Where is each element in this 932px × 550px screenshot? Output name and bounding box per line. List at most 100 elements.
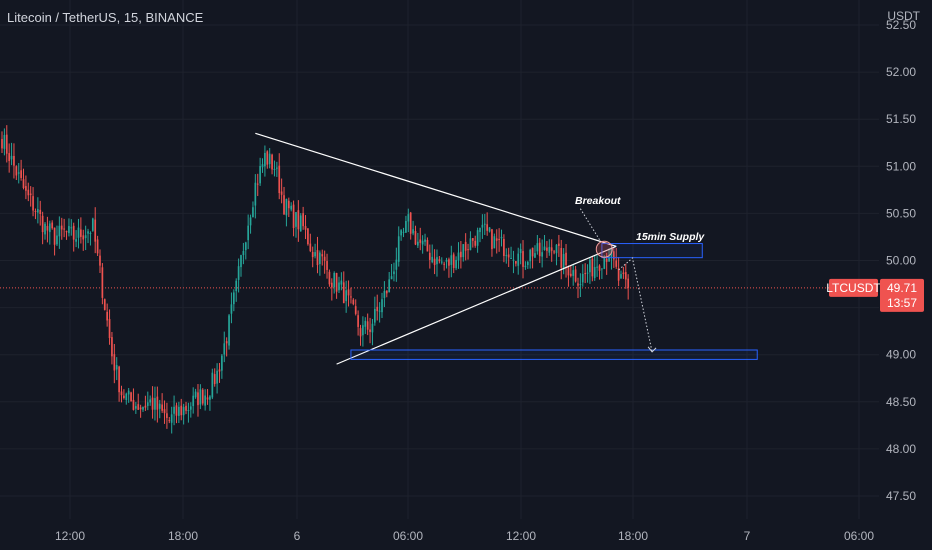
- candle: [330, 278, 333, 301]
- candle: [543, 235, 546, 251]
- candle-body: [103, 299, 106, 310]
- candle: [256, 173, 259, 197]
- candle-body: [421, 240, 424, 245]
- candle-body: [48, 223, 51, 233]
- candle: [558, 234, 560, 257]
- candle: [615, 248, 618, 269]
- candle: [70, 219, 73, 236]
- price-tick-label: 51.00: [886, 159, 916, 173]
- candle: [553, 249, 555, 255]
- candle-body: [364, 320, 367, 327]
- candle-body: [161, 404, 163, 411]
- candle-body: [450, 255, 453, 265]
- candle-body: [46, 225, 49, 231]
- candle: [295, 211, 297, 238]
- candle-body: [562, 254, 565, 270]
- candle-body: [189, 406, 192, 410]
- candle-body: [127, 390, 130, 395]
- candle-body: [462, 244, 465, 258]
- candle: [524, 261, 527, 270]
- candle: [517, 247, 520, 275]
- candle: [362, 316, 364, 347]
- candle-body: [498, 238, 500, 240]
- candle: [292, 200, 295, 237]
- last-price-value: 49.71: [887, 281, 917, 295]
- candle-body: [211, 372, 214, 398]
- candle-body: [455, 259, 457, 269]
- candle: [522, 240, 524, 279]
- candle: [409, 211, 412, 240]
- candle-body: [113, 354, 116, 371]
- candle-body: [120, 391, 123, 396]
- candle: [113, 343, 116, 384]
- candle-body: [620, 274, 622, 279]
- candle: [223, 331, 226, 363]
- candle: [469, 231, 472, 251]
- candle-body: [173, 406, 175, 414]
- candle: [185, 401, 187, 415]
- price-tick-label: 48.50: [886, 395, 916, 409]
- candle: [204, 389, 206, 411]
- candle: [34, 208, 37, 220]
- supply-label: 15min Supply: [636, 231, 705, 243]
- candle-body: [101, 267, 104, 298]
- candle: [445, 257, 448, 269]
- candle: [414, 225, 417, 246]
- candle: [531, 247, 534, 269]
- candle-body: [323, 256, 326, 261]
- candle-body: [419, 239, 422, 243]
- candle-body: [457, 252, 460, 261]
- candle-body: [8, 153, 11, 161]
- candle-body: [624, 272, 627, 280]
- price-tick-label: 47.50: [886, 489, 916, 503]
- candle-body: [70, 227, 73, 229]
- candle: [201, 388, 204, 406]
- candle: [44, 221, 46, 240]
- candle-body: [80, 229, 82, 237]
- candle-body: [378, 310, 381, 312]
- candle: [72, 222, 75, 252]
- candle: [132, 388, 135, 411]
- candle: [596, 255, 598, 277]
- candle-body: [280, 191, 283, 195]
- candle: [340, 272, 343, 291]
- candle: [474, 235, 477, 248]
- candle-body: [452, 254, 455, 268]
- candle-body: [146, 402, 149, 406]
- candle-body: [163, 409, 166, 414]
- candle: [285, 198, 288, 227]
- candle-body: [118, 366, 120, 393]
- price-tick-label: 48.00: [886, 442, 916, 456]
- candle-body: [149, 399, 152, 403]
- candle-body: [259, 166, 261, 184]
- candle-body: [29, 193, 32, 196]
- candle-body: [266, 151, 269, 165]
- candle: [455, 256, 457, 271]
- candle: [493, 233, 496, 249]
- candle: [68, 218, 70, 237]
- candle: [242, 242, 245, 265]
- candle-body: [546, 247, 548, 251]
- candle: [37, 197, 39, 224]
- candle-body: [84, 235, 87, 239]
- candle: [175, 402, 178, 424]
- candle: [397, 226, 400, 267]
- last-price-badge: [880, 278, 924, 312]
- candle: [541, 239, 543, 268]
- candle: [433, 249, 436, 275]
- candle-body: [89, 232, 92, 234]
- candle: [194, 388, 197, 399]
- candle-body: [431, 256, 434, 263]
- candle-body: [154, 398, 156, 410]
- candle: [593, 255, 596, 281]
- candle: [264, 145, 266, 177]
- candle: [515, 260, 517, 267]
- candle: [237, 258, 240, 293]
- candle-body: [340, 280, 343, 285]
- candle: [450, 245, 453, 278]
- candle: [82, 229, 85, 251]
- candle-body: [397, 236, 400, 262]
- candle: [560, 239, 563, 280]
- candle-body: [612, 251, 615, 260]
